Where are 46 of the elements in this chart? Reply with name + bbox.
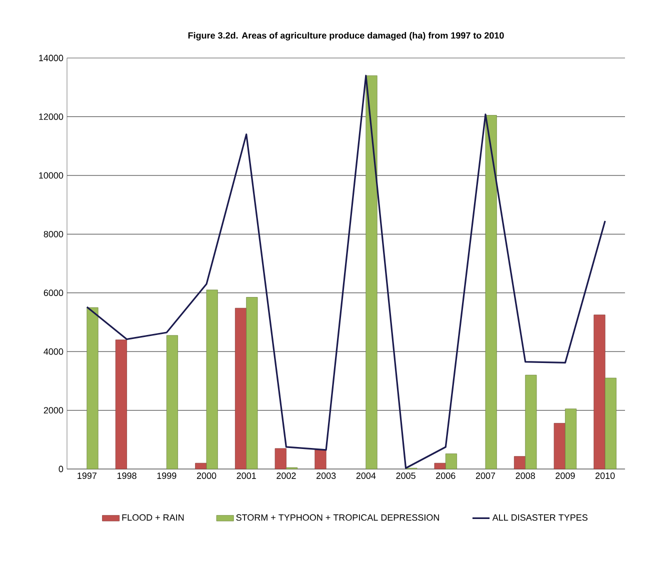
x-tick-label: 2000 <box>196 472 216 479</box>
x-tick-label: 2005 <box>396 472 416 479</box>
legend-label: FLOOD + RAIN <box>122 514 184 521</box>
y-tick-label: 12000 <box>39 114 64 120</box>
legend-label: STORM + TYPHOON + TROPICAL DEPRESSION <box>236 514 439 521</box>
bar <box>86 307 98 470</box>
bar <box>434 462 446 470</box>
bar <box>565 408 577 470</box>
line-series <box>86 74 606 469</box>
bar <box>594 314 606 470</box>
bar <box>514 456 526 470</box>
bar <box>314 450 326 470</box>
bar <box>554 423 566 470</box>
y-tick-label: 8000 <box>44 230 64 238</box>
bar <box>445 454 458 470</box>
legend-label: ALL DISASTER TYPES <box>492 514 588 521</box>
bar <box>206 290 218 470</box>
y-tick-label: 14000 <box>39 54 64 62</box>
bar <box>274 448 286 470</box>
bar <box>166 335 178 470</box>
y-tick-label: 10000 <box>39 172 64 179</box>
bar <box>366 75 378 470</box>
x-tick-label: 1998 <box>117 472 136 479</box>
bar <box>195 462 207 470</box>
x-tick-label: 2010 <box>596 472 615 479</box>
x-tick-label: 2002 <box>276 472 296 479</box>
x-tick-label: 2004 <box>356 472 376 479</box>
bar <box>115 340 127 470</box>
x-tick-label: 2001 <box>236 472 256 479</box>
x-tick-label: 2008 <box>516 472 535 479</box>
x-tick-label: 1999 <box>157 472 176 479</box>
x-tick-label: 2006 <box>436 472 456 479</box>
y-tick-label: 0 <box>58 466 64 472</box>
bar <box>525 374 537 470</box>
y-tick-label: 6000 <box>44 290 64 296</box>
bar <box>235 308 247 470</box>
x-tick-label: 2003 <box>316 472 336 479</box>
bar <box>246 297 258 470</box>
y-tick-label: 2000 <box>44 407 64 414</box>
x-tick-label: 1997 <box>78 472 96 479</box>
chart-title: Figure 3.2d. Areas of agriculture produce damaged (ha) from 1997 to 2010 <box>188 32 504 40</box>
x-tick-label: 2007 <box>476 472 496 479</box>
y-tick-label: 4000 <box>44 348 64 355</box>
x-tick-label: 2009 <box>556 472 575 479</box>
bar <box>604 378 616 470</box>
bar <box>485 115 497 470</box>
